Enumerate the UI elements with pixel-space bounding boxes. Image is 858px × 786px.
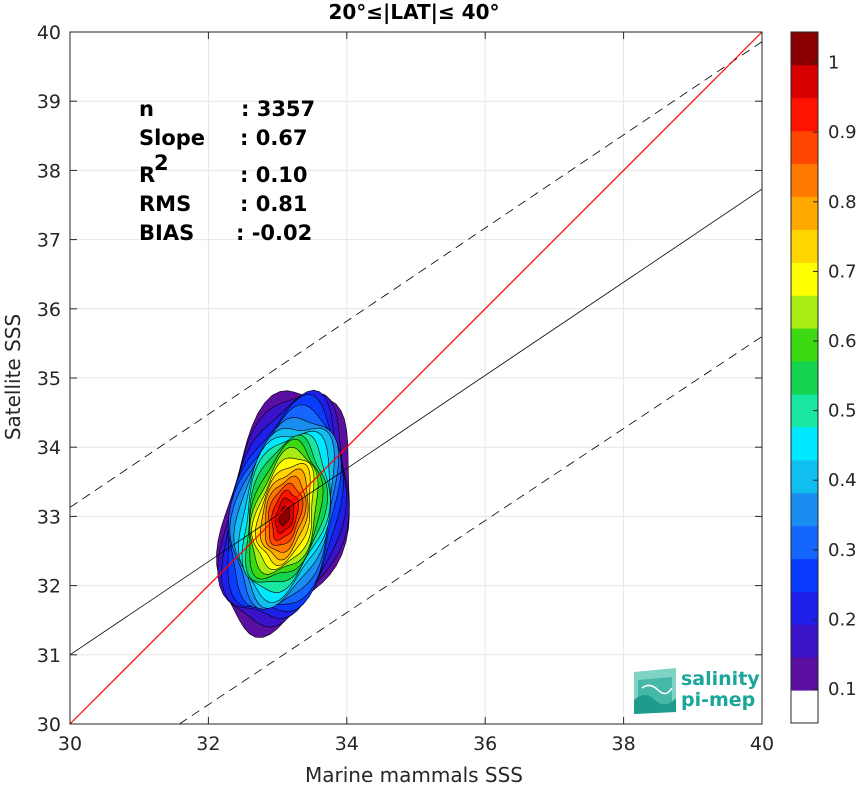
stat-value-n: : 3357 <box>241 97 315 121</box>
colorbar-segment <box>791 624 818 658</box>
y-tick-label: 33 <box>37 506 61 528</box>
y-tick-label: 37 <box>37 230 61 252</box>
regression-line <box>69 188 763 656</box>
y-tick-label: 30 <box>37 714 61 736</box>
colorbar-tick-label: 0.6 <box>828 331 857 352</box>
stat-value-bias: : -0.02 <box>236 221 312 245</box>
x-tick-label: 34 <box>335 733 359 755</box>
stat-key-r: R <box>139 163 155 187</box>
colorbar-segment <box>791 262 818 296</box>
x-tick-label: 38 <box>612 733 636 755</box>
colorbar-tick-label: 0.3 <box>828 540 857 561</box>
colorbar-segment <box>791 558 818 592</box>
colorbar-segment <box>791 690 818 724</box>
axis-ticks: 30 32 34 36 38 40 30 31 32 33 34 35 36 37 38 39 40 <box>37 22 774 755</box>
colorbar-tick-label: 0.8 <box>828 192 857 213</box>
reference-lines <box>69 31 763 725</box>
stat-key-slope: Slope <box>139 126 205 150</box>
colorbar-tick-label: 0.5 <box>828 401 857 422</box>
colorbar-segment <box>791 64 818 99</box>
colorbar-segment <box>791 97 818 132</box>
colorbar-segment <box>791 492 818 527</box>
colorbar-segment <box>791 328 818 362</box>
colorbar-segment <box>791 426 818 461</box>
colorbar-tick-label: 0.1 <box>828 679 857 700</box>
x-tick-label: 36 <box>473 733 497 755</box>
stat-value-slope: : 0.67 <box>240 126 308 150</box>
identity-line <box>69 31 763 725</box>
stat-value-r: : 0.10 <box>240 163 308 187</box>
y-tick-label: 40 <box>37 22 61 44</box>
colorbar-segment <box>791 525 818 559</box>
colorbar-segment <box>791 130 818 165</box>
x-axis-label: Marine mammals SSS <box>305 763 523 786</box>
y-axis-label: Satellite SSS <box>1 314 25 440</box>
colorbar-frame <box>790 31 819 724</box>
stat-key-rms: RMS <box>139 192 191 216</box>
colorbar-segment <box>791 229 818 263</box>
stats-box: n : 3357 Slope : 0.67 R2 : 0.10 RMS : 0.81 BIAS:… <box>139 97 315 245</box>
colorbar-tick-label: 1 <box>828 53 839 74</box>
y-tick-label: 31 <box>37 645 61 667</box>
colorbar-segment <box>791 163 818 198</box>
stat-key-superscript: 2 <box>154 151 169 175</box>
wave-logo-icon <box>634 668 676 714</box>
x-tick-label: 30 <box>58 733 82 755</box>
y-tick-label: 35 <box>37 368 61 390</box>
colorbar: 0.1 0.2 0.3 0.4 0.5 0.6 0.7 0.8 0.9 1 <box>790 31 857 724</box>
colorbar-segment <box>791 295 818 329</box>
colorbar-tick-label: 0.7 <box>828 261 857 282</box>
y-tick-label: 39 <box>37 91 61 113</box>
upper-bound-line <box>69 41 763 508</box>
salinity-pi-mep-logo: salinity pi-mep <box>634 668 760 714</box>
colorbar-segment <box>791 459 818 494</box>
logo-line-2: pi-mep <box>681 689 755 711</box>
stat-key-bias: BIAS <box>139 221 194 245</box>
colorbar-segment <box>791 361 818 395</box>
logo-line-1: salinity <box>681 668 760 690</box>
x-tick-label: 32 <box>196 733 220 755</box>
stat-key-n: n <box>139 97 154 121</box>
y-tick-label: 36 <box>37 299 61 321</box>
colorbar-tick-label: 0.2 <box>828 609 857 630</box>
lower-bound-line <box>179 336 763 725</box>
x-tick-label: 40 <box>750 733 774 755</box>
colorbar-tick-label: 0.4 <box>828 470 857 491</box>
y-tick-label: 34 <box>37 437 61 459</box>
y-tick-label: 32 <box>37 576 61 598</box>
chart-title: 20°≤|LAT|≤ 40° <box>328 0 499 24</box>
colorbar-segment <box>791 657 818 691</box>
stat-value-rms: : 0.81 <box>240 192 308 216</box>
y-tick-label: 38 <box>37 160 61 182</box>
colorbar-tick-label: 0.9 <box>828 122 857 143</box>
colorbar-segment <box>791 32 818 66</box>
